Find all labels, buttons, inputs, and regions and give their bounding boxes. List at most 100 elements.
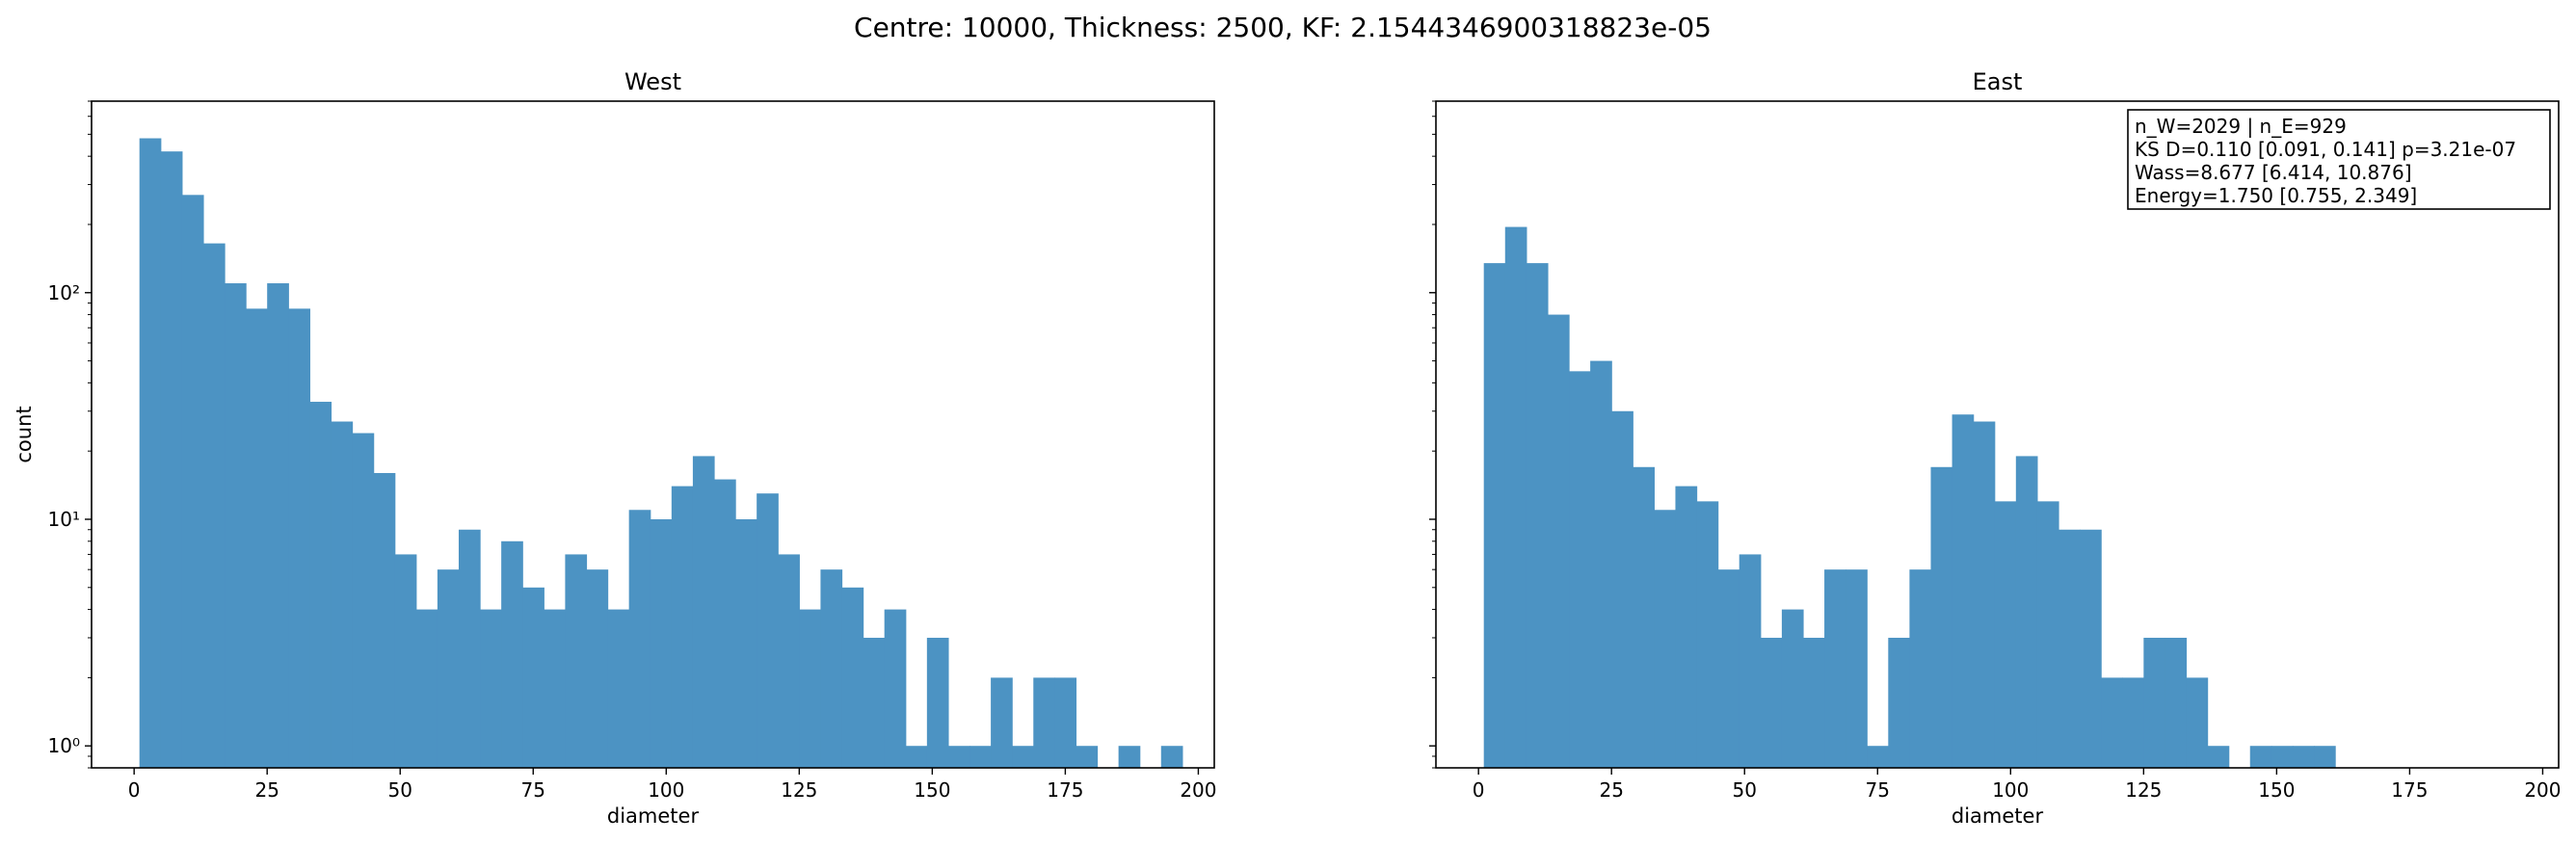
histogram-bar — [2249, 746, 2272, 768]
x-tick-label: 25 — [1599, 778, 1623, 802]
x-axis-label: diameter — [1952, 804, 2044, 828]
histogram-bar — [735, 518, 757, 768]
histogram-bar — [1590, 360, 1612, 768]
histogram-bar — [1054, 677, 1077, 768]
x-tick-label: 125 — [2125, 778, 2162, 802]
histogram-bar — [458, 529, 481, 768]
histogram-bar — [160, 151, 183, 768]
histogram-bar — [2186, 677, 2209, 768]
histogram-bar — [1867, 746, 1889, 768]
histogram-bar — [607, 609, 630, 768]
y-tick-label: 10² — [48, 281, 80, 304]
x-tick-label: 75 — [1866, 778, 1890, 802]
histogram-bar — [1824, 569, 1846, 768]
histogram-bar — [267, 283, 289, 768]
histogram-bar — [1076, 746, 1099, 768]
histogram-bar — [480, 609, 502, 768]
x-tick-label: 150 — [2258, 778, 2295, 802]
histogram-bar — [2058, 529, 2081, 768]
histogram-bar — [714, 479, 736, 768]
histogram-bar — [565, 554, 588, 768]
stats-box — [2127, 109, 2551, 210]
histogram-bar — [2271, 746, 2294, 768]
histogram-bar — [1739, 554, 1762, 768]
histogram-bar — [246, 308, 268, 768]
histogram-bar — [2080, 529, 2102, 768]
histogram-bar — [373, 472, 396, 768]
histogram-bar — [1909, 569, 1932, 768]
histogram-bar — [1033, 677, 1055, 768]
histogram-bar — [544, 609, 566, 768]
histogram-bar — [884, 609, 907, 768]
histogram-bar — [905, 746, 928, 768]
histogram-bar — [1717, 569, 1740, 768]
stats-line: Wass=8.677 [6.414, 10.876] — [2135, 161, 2412, 184]
histogram-bar — [1526, 263, 1549, 768]
y-tick-label: 10⁰ — [48, 734, 80, 757]
x-tick-label: 0 — [128, 778, 141, 802]
west-panel: 0 25 50 75 100 125 150 175 200 10⁰ 10¹ 10² West diame… — [13, 68, 1217, 828]
x-tick-label: 75 — [521, 778, 545, 802]
histogram-bar — [1760, 637, 1783, 768]
histogram-bar — [1547, 314, 1570, 768]
histogram-bar — [969, 746, 992, 768]
x-tick-label: 0 — [1473, 778, 1485, 802]
histogram-bar — [1675, 486, 1698, 768]
histogram-bar — [2207, 746, 2230, 768]
histogram-bar — [1569, 371, 1591, 768]
histogram-bar — [352, 433, 375, 768]
histogram-bar — [2292, 746, 2315, 768]
x-tick-label: 100 — [1992, 778, 2029, 802]
histogram-bar — [1781, 609, 1804, 768]
stats-line: n_W=2029 | n_E=929 — [2135, 115, 2347, 138]
histogram-bar — [1696, 501, 1719, 768]
histogram-bar — [522, 587, 544, 768]
histogram-bar — [415, 609, 438, 768]
histogram-bar — [1160, 746, 1183, 768]
histogram-bar — [181, 195, 204, 768]
histogram-bar — [225, 283, 247, 768]
y-axis-label: count — [13, 406, 36, 462]
x-tick-label: 25 — [254, 778, 279, 802]
histogram-bar — [947, 746, 970, 768]
panel-title: East — [1973, 68, 2023, 95]
histogram-bar — [2015, 456, 2038, 768]
histogram-bar — [1846, 569, 1868, 768]
histogram-bar — [757, 493, 779, 768]
histogram-bar — [650, 518, 673, 768]
histogram-bar — [394, 554, 417, 768]
histogram-bar — [1118, 746, 1141, 768]
histogram-bar — [1952, 414, 1975, 768]
histogram-bar — [991, 677, 1013, 768]
histogram-bar — [692, 456, 715, 768]
x-tick-label: 175 — [2391, 778, 2428, 802]
panel-title: West — [624, 68, 681, 95]
histogram-bar — [1802, 637, 1825, 768]
histogram-bar — [926, 637, 949, 768]
x-tick-label: 150 — [914, 778, 950, 802]
histogram-bar — [841, 587, 864, 768]
x-tick-label: 100 — [648, 778, 684, 802]
histogram-bar — [1973, 421, 1996, 768]
histogram-bar — [2101, 677, 2123, 768]
histogram-bar — [2164, 637, 2188, 768]
histogram-bar — [863, 637, 886, 768]
histogram-bar — [2036, 501, 2059, 768]
x-tick-label: 50 — [1733, 778, 1757, 802]
stats-line: KS D=0.110 [0.091, 0.141] p=3.21e-07 — [2135, 138, 2516, 161]
histogram-bar — [331, 421, 354, 768]
histogram-bar — [437, 569, 460, 768]
histogram-bar — [139, 138, 162, 769]
histogram-bar — [1012, 746, 1034, 768]
x-tick-label: 125 — [781, 778, 817, 802]
histogram-bar — [1654, 510, 1677, 768]
histogram-bar — [2314, 746, 2336, 768]
histogram-bar — [799, 609, 822, 768]
x-tick-label: 200 — [1180, 778, 1216, 802]
x-tick-label: 50 — [388, 778, 412, 802]
histogram-bar — [1504, 226, 1527, 768]
histogram-bar — [1888, 637, 1910, 768]
histogram-bar — [628, 510, 651, 768]
histogram-bar — [1930, 466, 1953, 768]
